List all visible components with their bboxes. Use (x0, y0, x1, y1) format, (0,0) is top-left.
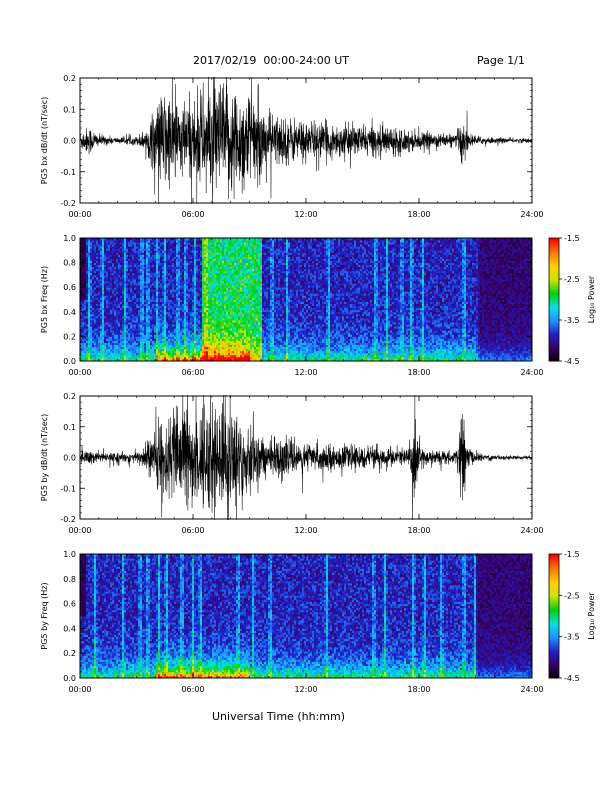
figure: PG5 bx dB/dt (nT/sec) 0.2 0.1 0.0 -0.1 -0.2 00… (0, 0, 612, 792)
y-axis-label: PG5 bx dB/dt (nT/sec) (40, 97, 49, 184)
y-tick-label: 0.2 (63, 74, 76, 83)
y-tick-label: -0.1 (60, 168, 76, 177)
panel-1: PG5 bx dB/dt (nT/sec) 0.2 0.1 0.0 -0.1 -0.2 00… (40, 74, 544, 219)
x-tick-label: 24:00 (520, 210, 543, 219)
y-tick-label: 0.1 (63, 105, 76, 114)
x-tick-label: 18:00 (407, 210, 430, 219)
y-tick-label: 0.0 (63, 137, 76, 146)
spectrogram-2 (80, 238, 532, 361)
x-tick-label: 12:00 (294, 210, 317, 219)
waveform-series (80, 74, 532, 207)
x-tick-label: 00:00 (68, 210, 91, 219)
y-tick-label: -0.2 (60, 199, 76, 208)
x-tick-label: 06:00 (181, 210, 204, 219)
